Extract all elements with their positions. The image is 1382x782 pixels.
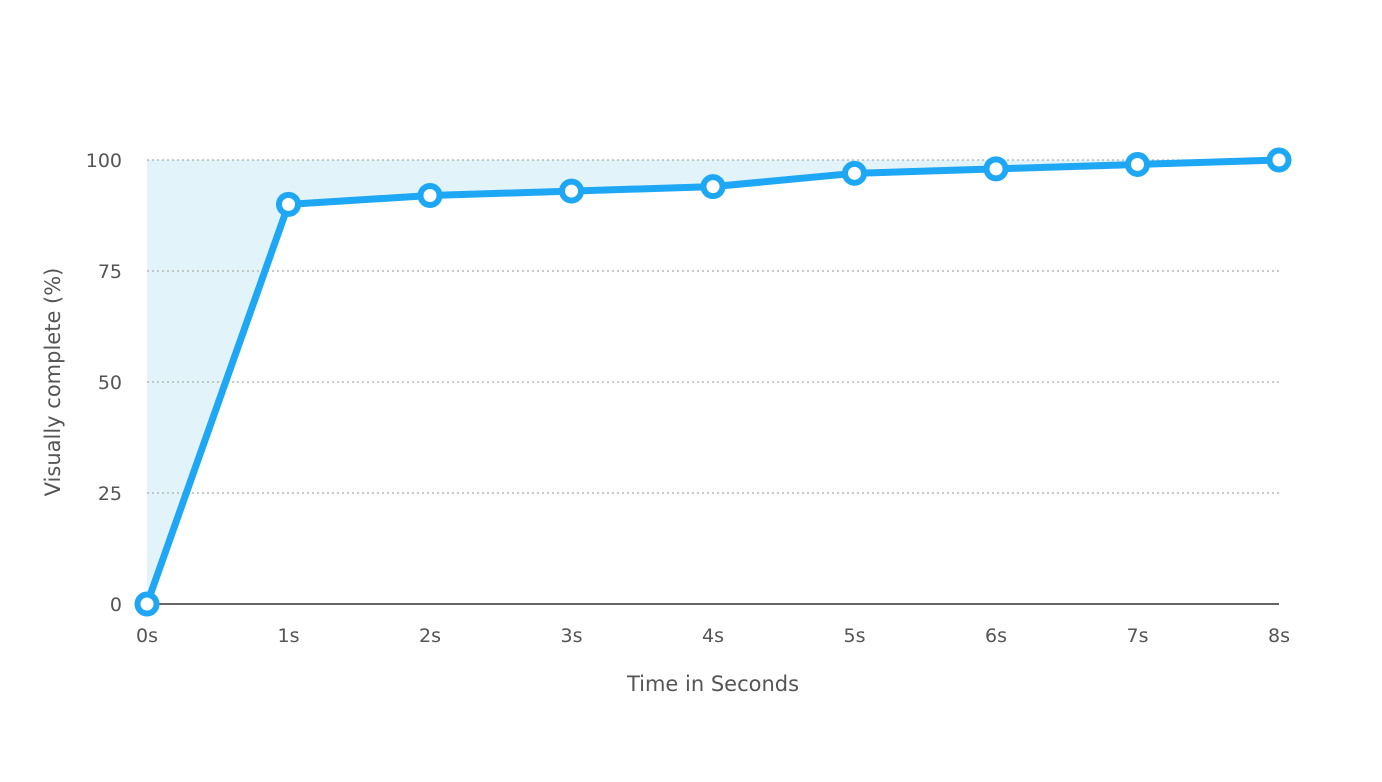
data-point [276,191,301,217]
x-tick-label: 8s [1268,625,1290,647]
x-tick-label: 1s [278,625,300,647]
y-tick-label: 0 [110,594,122,616]
data-point [842,160,867,186]
y-axis-title: Visually complete (%) [41,268,65,497]
gridlines [147,159,1279,494]
data-point [983,156,1009,182]
data-point [417,183,443,209]
data-point [1266,147,1292,173]
shaded-region [147,160,1279,604]
x-axis-title: Time in Seconds [626,672,799,696]
data-point [1125,151,1150,177]
data-point-markers [134,147,1292,617]
x-tick-label: 2s [419,625,441,647]
x-tick-label: 5s [844,625,866,647]
x-tick-label: 4s [702,625,724,647]
y-tick-label: 50 [98,372,122,394]
x-tick-label: 6s [985,625,1007,647]
y-axis-tick-labels: 0 25 50 75 100 [86,150,122,616]
shaded-area-layer [147,160,1279,604]
data-point [700,174,726,200]
y-tick-label: 100 [86,150,122,172]
x-tick-label: 3s [561,625,583,647]
x-tick-label: 7s [1127,625,1149,647]
data-point [134,591,160,617]
y-tick-label: 25 [98,483,122,505]
data-point [559,178,584,204]
x-axis-tick-labels: 0s 1s 2s 3s 4s 5s 6s 7s 8s [136,625,1290,647]
y-tick-label: 75 [98,261,122,283]
x-tick-label: 0s [136,625,158,647]
